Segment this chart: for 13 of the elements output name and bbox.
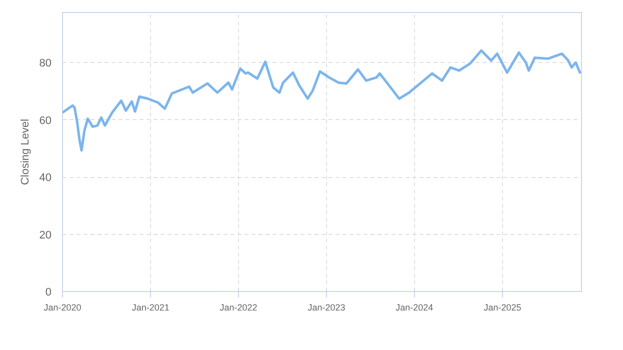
line-series xyxy=(62,49,582,152)
y-tick-label: 0 xyxy=(45,286,52,298)
y-axis-title: Closing Level xyxy=(19,118,32,186)
x-tick-label: Jan-2023 xyxy=(308,302,346,312)
x-tick-label: Jan-2024 xyxy=(396,302,434,312)
x-tick-label: Jan-2025 xyxy=(484,302,522,312)
y-tick-label: 40 xyxy=(39,172,52,184)
y-tick-label: 60 xyxy=(39,114,52,127)
x-tick-label: Jan-2022 xyxy=(220,302,258,312)
x-tick-label: Jan-2021 xyxy=(132,302,170,312)
y-tick-label: 80 xyxy=(39,58,52,70)
x-tick-label: Jan-2020 xyxy=(44,302,82,312)
y-tick-label: 20 xyxy=(39,229,52,242)
